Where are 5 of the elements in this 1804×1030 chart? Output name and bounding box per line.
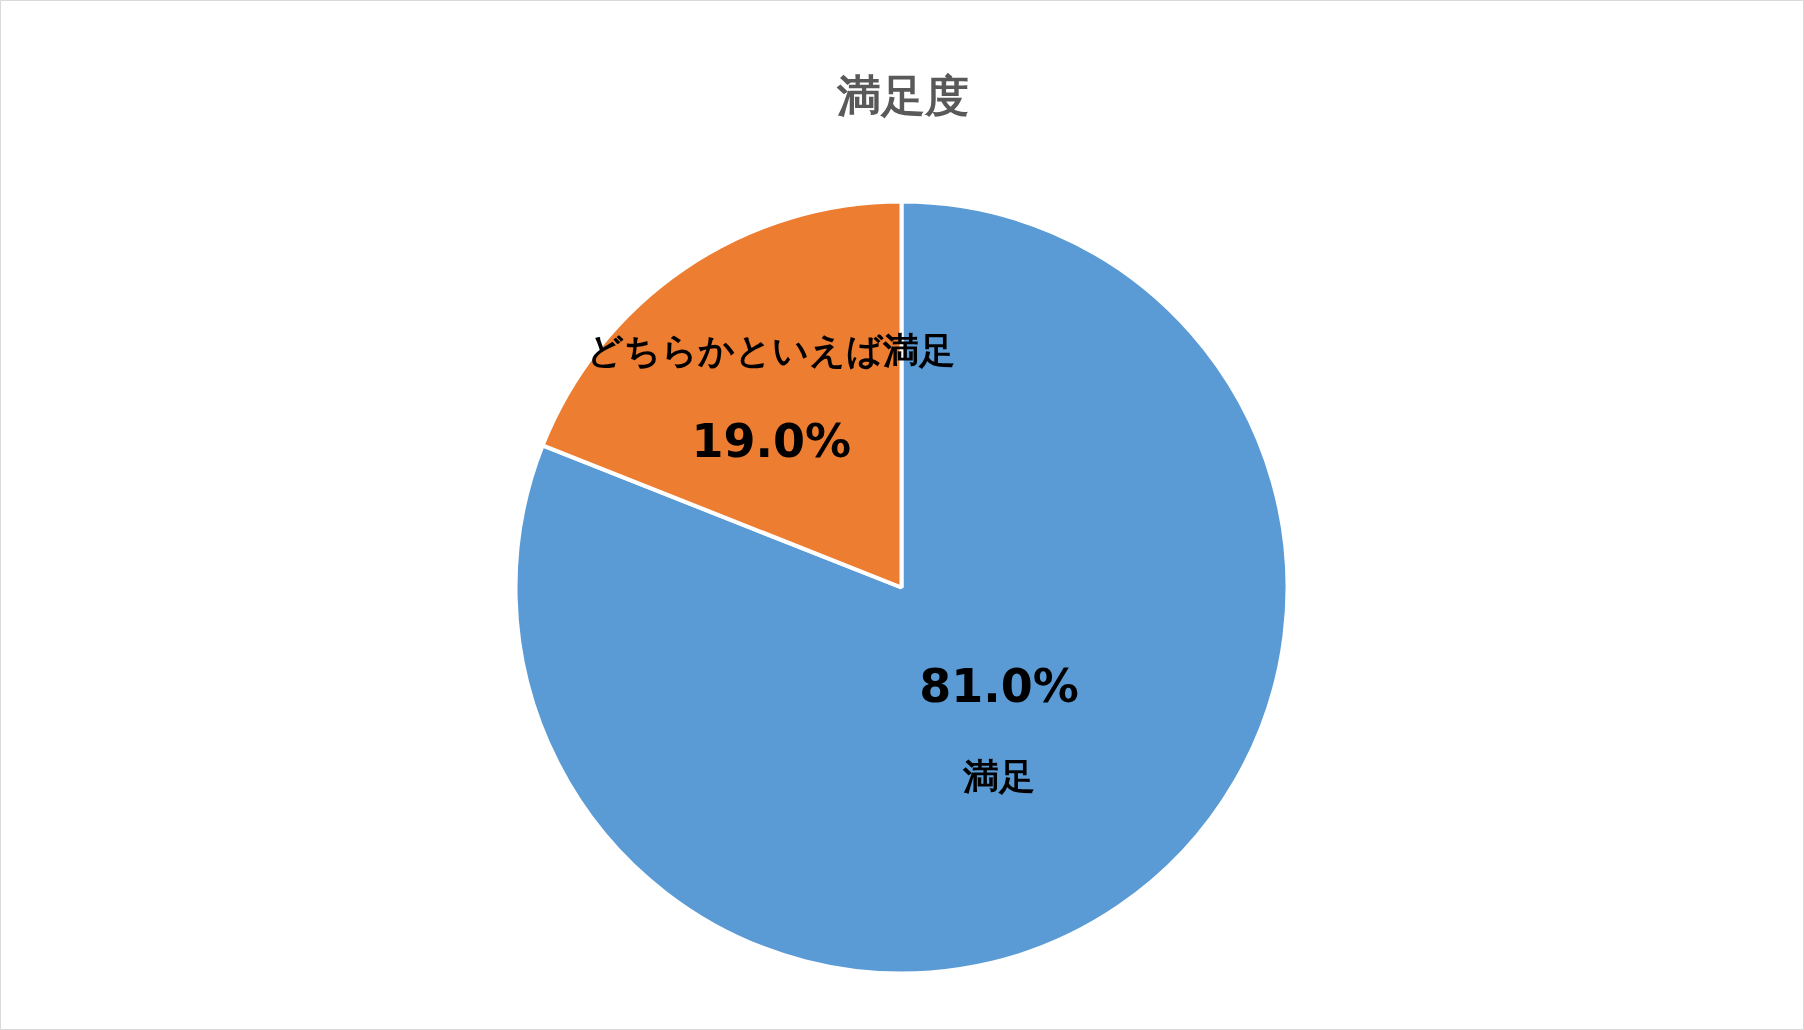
data-label: 81.0% [919,659,1079,714]
chart-title: 満足度 [835,70,969,121]
slice-label: 満足 [962,755,1036,797]
slice-label: どちらかといえば満足 [587,330,956,372]
data-label: 19.0% [691,413,852,468]
